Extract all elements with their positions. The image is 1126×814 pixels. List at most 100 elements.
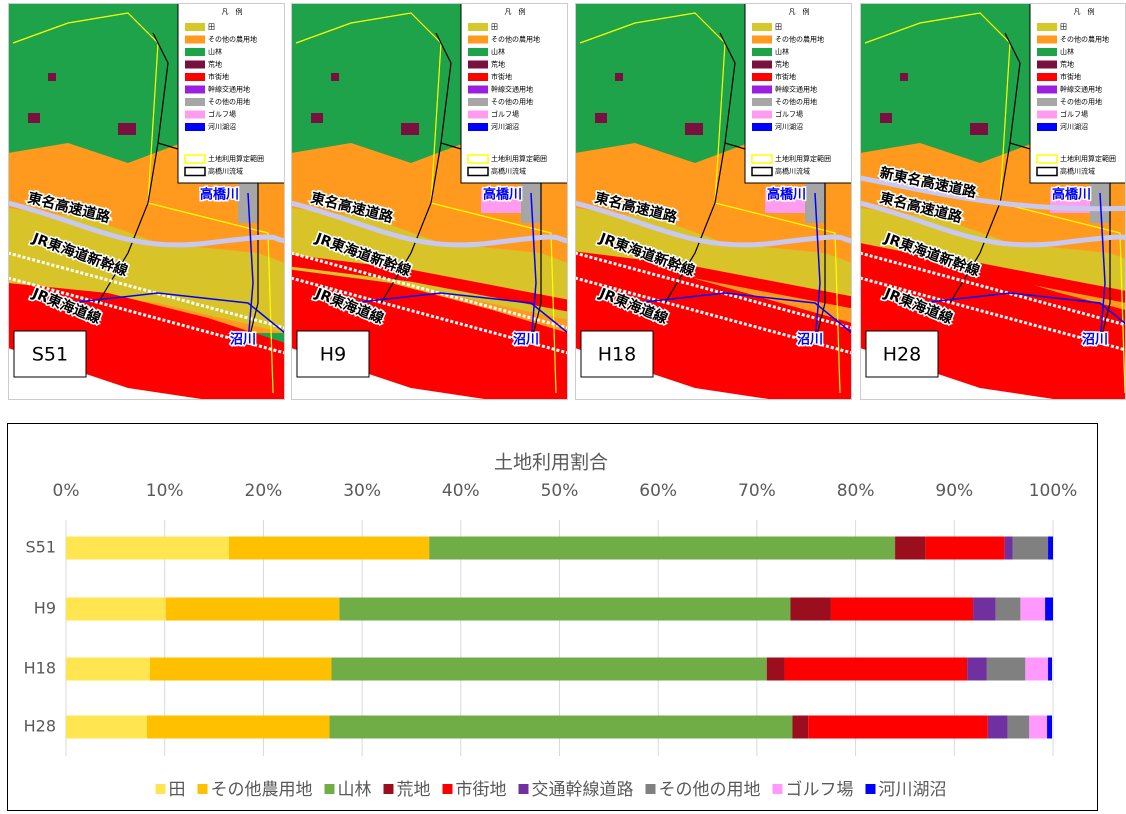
map-legend-swatch [1037,98,1057,106]
x-tick-label: 90% [935,481,973,501]
map-legend-label: 市街地 [208,72,229,81]
beach [575,348,775,400]
map-legend: 凡 例田その他の農用地山林荒地市街地幹線交通用地その他の用地ゴルフ場河川湖沼土地… [1029,3,1126,184]
bar-segment [228,536,430,560]
map-legend-swatch [185,60,205,69]
wasteland-patch [880,113,892,123]
map-legend-swatch [752,73,772,81]
map-legend-label: 幹線交通用地 [208,85,250,94]
map-legend-label: 幹線交通用地 [491,85,533,94]
map-legend-title: 凡 例 [222,7,243,16]
map-legend-label: ゴルフ場 [491,110,519,119]
x-tick-label: 10% [146,481,184,501]
map-legend-label: 田 [208,23,215,31]
legend-swatch [324,784,335,794]
map-legend-label: 田 [775,23,782,31]
wasteland-patch [48,73,56,81]
map-legend-box [1029,3,1126,184]
map-legend-swatch [1037,60,1057,69]
legend-swatch [865,784,876,794]
legend-label: 田 [169,780,186,800]
bar-segment [146,715,330,739]
map-legend-label: 市街地 [1060,72,1081,81]
map-frame [575,3,852,400]
bar-segment [66,536,229,560]
map-legend-label: 土地利用算定範囲 [208,154,264,163]
legend-label: 山林 [338,780,372,800]
river-label: 高橋川 [483,187,522,203]
bar-segment [792,715,809,739]
map-legend-swatch [185,35,205,44]
railway [8,276,285,355]
wasteland-patch [970,123,988,135]
bar-segment [429,536,896,560]
bar-segment [925,536,1005,560]
map-legend-label: ゴルフ場 [1060,110,1088,119]
river-label: 沼川 [230,333,256,348]
bar-segment [790,597,831,621]
map-legend-label: 河川湖沼 [1060,122,1088,131]
period-label: H28 [883,344,921,366]
map-legend-label: 山林 [491,47,505,56]
paddy-area [8,208,285,333]
bar-segment [165,597,340,621]
map-legend-label: 河川湖沼 [491,122,519,131]
wasteland-patch [331,73,339,81]
map-legend-outline [467,166,489,177]
map-legend-title: 凡 例 [505,7,526,16]
x-tick-label: 70% [738,481,776,501]
bar-segment [1007,715,1030,739]
urban-area [291,254,568,312]
map-legend: 凡 例田その他の農用地山林荒地市街地幹線交通用地その他の用地ゴルフ場河川湖沼土地… [460,3,568,184]
map-legend-label: 山林 [1060,47,1074,56]
map-legend-swatch [185,85,205,94]
legend-label: その他の用地 [659,780,761,800]
map-legend-label: 土地利用算定範囲 [1060,154,1116,163]
map-legend-swatch [468,98,488,106]
bar-segment [1020,597,1046,621]
bar-segment [329,715,793,739]
period-box [296,330,370,378]
bar-segment [1004,536,1013,560]
bar-segment [1012,536,1049,560]
bar-segment [66,657,150,681]
map-legend-swatch [752,123,772,131]
map-legend-label: その他の農用地 [1060,35,1109,44]
railway [860,251,1126,327]
map-legend-outline [467,154,489,164]
map-legend-swatch [1037,35,1057,44]
x-tick-label: 100% [1029,481,1078,501]
map-legend-label: 高橋川流域 [491,167,526,176]
map-legend-title: 凡 例 [1074,7,1095,16]
map-legend-label: 荒地 [775,60,789,69]
map-legend-label: 田 [491,23,498,31]
map-legend-swatch [1037,48,1057,56]
map-legend-swatch [468,35,488,44]
period-box [865,330,939,378]
map-legend-label: 河川湖沼 [208,122,236,131]
map-legend-label: 河川湖沼 [775,122,803,131]
railway [291,251,568,330]
wasteland-patch [401,123,419,135]
expressway [860,175,1126,212]
map-legend-swatch [185,48,205,56]
map-legend-label: その他の用地 [1060,97,1102,106]
bar-segment [830,597,974,621]
map-legend-label: 高橋川流域 [1060,167,1095,176]
paddy-area [860,208,1126,292]
river-label: 高橋川 [1052,187,1091,203]
paddy-area [575,208,852,307]
map-legend-outline [1036,166,1058,177]
bar-segment [784,657,968,681]
bar-segment [808,715,988,739]
map-legend-label: 山林 [775,47,789,56]
map-legend-swatch [468,23,488,31]
map-legend-label: その他の用地 [208,97,250,106]
map-legend-label: その他の農用地 [775,35,824,44]
bar-segment [1048,536,1053,560]
map-legend-swatch [752,98,772,106]
